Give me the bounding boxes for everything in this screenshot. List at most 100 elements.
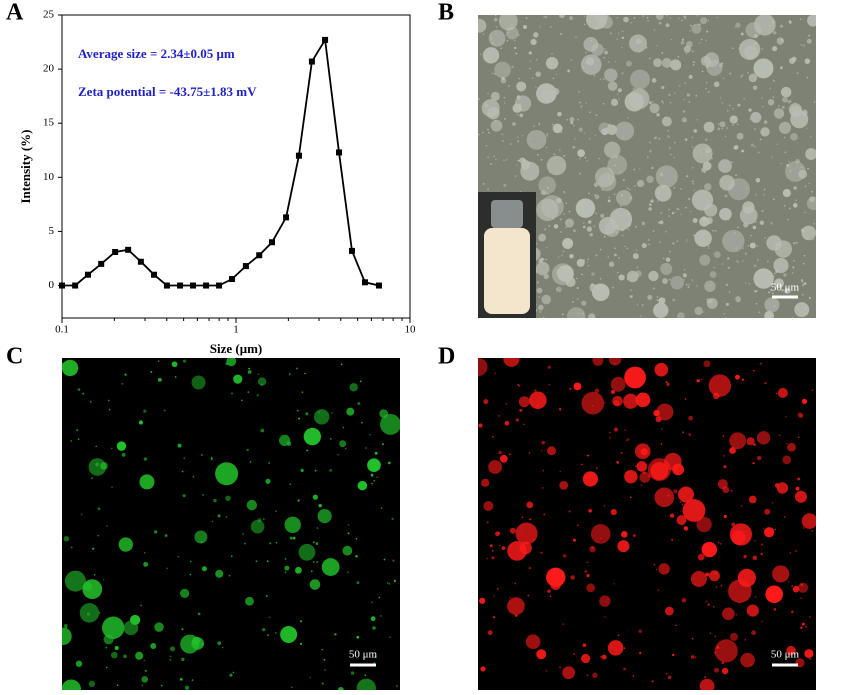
droplet [525, 634, 541, 650]
droplet [546, 155, 567, 176]
droplet [581, 273, 583, 276]
droplet [514, 582, 517, 585]
droplet [295, 367, 298, 370]
droplet [754, 596, 757, 598]
droplet [111, 486, 113, 488]
droplet [770, 221, 772, 224]
droplet [79, 603, 100, 623]
droplet [808, 296, 811, 299]
droplet [170, 646, 176, 652]
droplet [154, 622, 164, 632]
droplet [742, 247, 744, 249]
droplet [630, 496, 632, 499]
droplet [498, 414, 500, 417]
droplet [396, 685, 398, 687]
droplet [633, 534, 636, 537]
droplet [766, 235, 782, 251]
droplet [705, 138, 708, 141]
droplet [347, 524, 350, 526]
droplet [692, 143, 713, 164]
droplet [346, 407, 355, 416]
droplet [217, 514, 221, 518]
droplet [318, 411, 320, 414]
droplet [714, 229, 717, 232]
droplet [91, 547, 95, 551]
droplet [717, 127, 721, 131]
droplet [177, 555, 180, 558]
droplet [661, 116, 672, 127]
x-tick-label: 0.1 [55, 324, 69, 336]
droplet [378, 596, 381, 599]
droplet [143, 551, 146, 554]
droplet [589, 545, 596, 553]
y-tick-label: 20 [43, 63, 55, 75]
droplet [721, 127, 723, 130]
droplet [616, 189, 632, 206]
droplet [681, 503, 684, 506]
droplet [666, 15, 669, 17]
droplet [529, 391, 547, 410]
droplet [487, 630, 493, 636]
droplet [811, 389, 814, 392]
droplet [100, 462, 108, 470]
droplet [654, 136, 657, 140]
droplet [662, 278, 668, 284]
droplet [680, 41, 685, 45]
droplet [727, 266, 731, 269]
droplet [181, 628, 184, 631]
droplet [728, 104, 731, 107]
droplet [599, 248, 602, 251]
droplet [620, 452, 623, 455]
droplet [691, 279, 694, 281]
droplet [180, 634, 200, 654]
droplet [111, 447, 113, 450]
droplet [380, 413, 400, 435]
droplet [685, 52, 688, 55]
droplet [623, 667, 626, 671]
droplet [241, 399, 243, 402]
droplet [617, 540, 630, 553]
droplet [77, 438, 80, 440]
droplet [753, 268, 774, 289]
droplet [513, 39, 516, 42]
droplet [740, 652, 755, 668]
droplet [569, 117, 575, 123]
droplet [684, 82, 687, 84]
droplet [636, 304, 639, 306]
droplet [761, 105, 764, 108]
droplet [329, 468, 333, 472]
droplet [758, 311, 761, 314]
droplet [702, 311, 705, 313]
droplet [504, 102, 506, 104]
droplet [516, 34, 519, 36]
data-marker [216, 282, 223, 289]
droplet [105, 666, 108, 669]
droplet [558, 15, 565, 19]
droplet [247, 391, 250, 393]
droplet [635, 270, 642, 277]
droplet [693, 234, 696, 237]
droplet [519, 408, 523, 412]
droplet [557, 256, 560, 258]
droplet [756, 431, 771, 445]
droplet [808, 34, 811, 37]
droplet [649, 149, 652, 153]
droplet [782, 96, 788, 103]
droplet [361, 421, 363, 424]
droplet [613, 362, 616, 365]
droplet [718, 159, 732, 173]
droplet [62, 362, 64, 367]
droplet [618, 98, 620, 100]
droplet [388, 461, 391, 465]
droplet [681, 19, 683, 22]
droplet [675, 624, 677, 627]
droplet [522, 24, 527, 29]
droplet [553, 204, 556, 207]
droplet [588, 137, 591, 140]
droplet [621, 72, 624, 75]
droplet [755, 221, 757, 223]
droplet [516, 113, 519, 116]
droplet [503, 96, 506, 99]
droplet [630, 22, 632, 24]
